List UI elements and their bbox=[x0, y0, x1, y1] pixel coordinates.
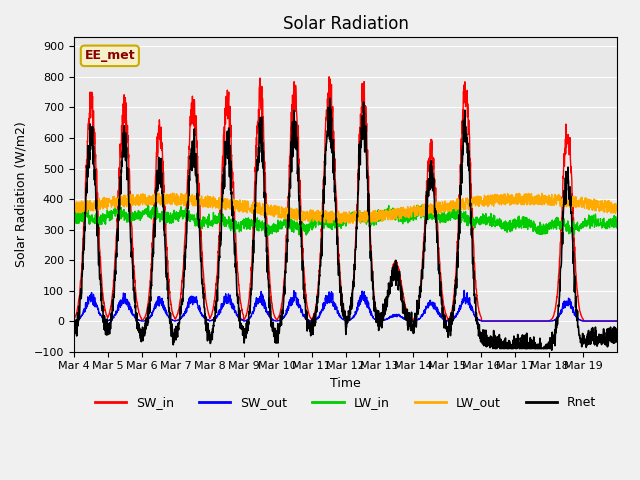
SW_in bbox=[478, 318, 486, 324]
Rnet bbox=[548, 347, 556, 353]
Rnet bbox=[540, 345, 548, 351]
LW_out bbox=[169, 190, 177, 196]
LW_in bbox=[379, 212, 387, 218]
SW_in bbox=[540, 318, 548, 324]
LW_out bbox=[540, 193, 548, 199]
Text: EE_met: EE_met bbox=[84, 49, 135, 62]
LW_out bbox=[70, 207, 77, 213]
Rnet bbox=[326, 96, 334, 101]
Rnet bbox=[70, 327, 77, 333]
LW_out bbox=[379, 207, 387, 213]
SW_out bbox=[540, 318, 548, 324]
LW_in bbox=[124, 211, 132, 217]
SW_out bbox=[70, 318, 77, 324]
LW_out bbox=[349, 220, 356, 226]
Line: SW_in: SW_in bbox=[74, 77, 618, 321]
LW_in bbox=[144, 202, 152, 208]
LW_in bbox=[264, 233, 271, 239]
X-axis label: Time: Time bbox=[330, 377, 361, 390]
SW_in bbox=[241, 314, 249, 320]
Rnet bbox=[614, 326, 621, 332]
LW_in bbox=[509, 225, 517, 230]
SW_out bbox=[241, 318, 249, 324]
Rnet bbox=[241, 332, 249, 337]
Title: Solar Radiation: Solar Radiation bbox=[283, 15, 408, 33]
Line: LW_in: LW_in bbox=[74, 205, 618, 236]
LW_out bbox=[614, 210, 621, 216]
SW_out bbox=[606, 318, 614, 324]
Legend: SW_in, SW_out, LW_in, LW_out, Rnet: SW_in, SW_out, LW_in, LW_out, Rnet bbox=[90, 391, 601, 414]
Rnet bbox=[378, 320, 386, 325]
Line: LW_out: LW_out bbox=[74, 193, 618, 223]
Rnet bbox=[606, 333, 614, 338]
SW_out bbox=[509, 318, 517, 324]
SW_out bbox=[614, 318, 621, 324]
Rnet bbox=[124, 168, 132, 173]
SW_in bbox=[124, 132, 132, 138]
SW_in bbox=[614, 318, 621, 324]
SW_out bbox=[124, 300, 132, 305]
LW_out bbox=[509, 198, 517, 204]
LW_out bbox=[606, 203, 614, 209]
SW_out bbox=[460, 288, 468, 293]
SW_in bbox=[378, 313, 386, 319]
SW_in bbox=[70, 316, 77, 322]
LW_in bbox=[242, 220, 250, 226]
LW_out bbox=[242, 208, 250, 214]
Line: Rnet: Rnet bbox=[74, 98, 618, 350]
LW_in bbox=[614, 217, 621, 223]
LW_in bbox=[606, 219, 614, 225]
Y-axis label: Solar Radiation (W/m2): Solar Radiation (W/m2) bbox=[15, 121, 28, 267]
SW_in bbox=[325, 74, 333, 80]
SW_in bbox=[606, 318, 614, 324]
LW_in bbox=[540, 224, 548, 230]
Line: SW_out: SW_out bbox=[74, 290, 618, 321]
LW_in bbox=[70, 219, 77, 225]
SW_in bbox=[509, 318, 517, 324]
SW_out bbox=[378, 318, 386, 324]
Rnet bbox=[509, 345, 517, 350]
LW_out bbox=[124, 195, 132, 201]
